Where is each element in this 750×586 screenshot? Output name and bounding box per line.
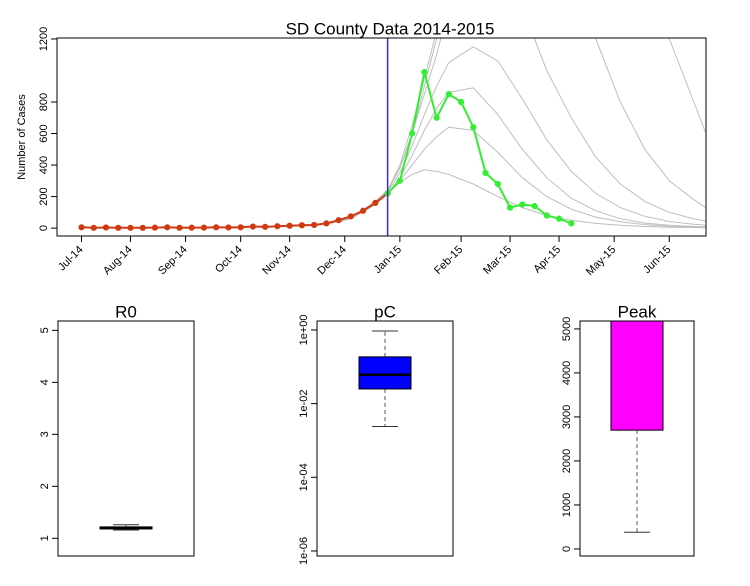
point [102, 224, 110, 231]
y-tick-label: 1200 [38, 27, 50, 51]
y-tick-label: 0 [561, 546, 573, 552]
x-tick-label: Mar-15 [481, 244, 514, 277]
series-line [301, 87, 706, 228]
series-line [81, 192, 389, 229]
y-tick-label: 0 [38, 225, 50, 231]
y-tick-label: 1e-06 [298, 537, 310, 565]
point [274, 223, 281, 230]
series-line [386, 71, 572, 225]
point [568, 220, 575, 227]
point [262, 223, 269, 230]
point [286, 222, 293, 229]
x-tick-label: Oct-14 [213, 244, 245, 276]
y-tick-label: 4 [39, 379, 51, 385]
x-tick-label: Dec-14 [315, 244, 349, 278]
box [358, 356, 412, 390]
point [445, 91, 452, 98]
panel-title: pC [374, 302, 396, 321]
y-tick-label: 2000 [561, 449, 573, 473]
x-tick-label: Jan-15 [372, 244, 404, 276]
point [298, 222, 306, 229]
y-tick-label: 3 [39, 431, 51, 437]
point [519, 201, 526, 208]
plot-area [78, 38, 706, 231]
y-tick-label: 2 [39, 483, 51, 489]
point [225, 224, 232, 231]
point [335, 217, 342, 224]
plot-area [99, 524, 153, 531]
point [323, 220, 330, 227]
box [610, 321, 664, 431]
point [347, 213, 354, 220]
point [555, 215, 563, 222]
point [409, 130, 416, 137]
y-tick-label: 5000 [561, 317, 573, 341]
x-tick-label: May-15 [584, 244, 618, 278]
panel-title: R0 [115, 302, 137, 321]
x-tick-label: Feb-15 [432, 244, 465, 277]
point [164, 224, 171, 231]
point [311, 221, 318, 229]
point [421, 68, 428, 76]
x-tick-label: Aug-14 [101, 244, 135, 278]
y-tick-label: 1 [39, 535, 51, 541]
point [213, 224, 220, 231]
y-tick-label: 400 [38, 156, 50, 174]
plot-frame [316, 320, 454, 557]
series-line [301, 38, 706, 227]
point [139, 224, 146, 231]
plot-frame [56, 37, 707, 237]
plot-frame [57, 320, 195, 557]
y-tick-label: 1e+00 [298, 314, 310, 345]
chart-title: SD County Data 2014-2015 [286, 19, 495, 38]
point [151, 224, 159, 231]
x-tick-label: Sep-14 [156, 244, 190, 278]
point [470, 124, 477, 131]
point [396, 177, 403, 184]
point [78, 224, 85, 231]
point [482, 169, 489, 177]
plot-area [358, 330, 412, 427]
point [237, 224, 244, 231]
y-tick-label: 5 [39, 327, 51, 333]
point [90, 224, 97, 231]
x-tick-label: Jul-14 [56, 244, 86, 274]
y-tick-label: 200 [38, 187, 50, 205]
point [360, 207, 367, 214]
y-tick-label: 800 [38, 93, 50, 111]
y-tick-label: 1e-02 [298, 390, 310, 418]
point [249, 223, 257, 230]
plot-area [610, 321, 664, 533]
y-tick-label: 3000 [561, 405, 573, 429]
series-line [301, 169, 706, 229]
y-tick-label: 1e-04 [298, 463, 310, 491]
x-tick-label: Jun-15 [641, 244, 673, 276]
point [506, 204, 514, 211]
x-tick-label: Apr-15 [531, 244, 563, 276]
point [494, 180, 501, 188]
point [531, 202, 538, 210]
point [543, 212, 550, 219]
panel-title: Peak [618, 302, 657, 321]
point [176, 224, 183, 231]
plot-frame [579, 320, 695, 557]
y-tick-label: 4000 [561, 361, 573, 385]
y-tick-label: 600 [38, 124, 50, 142]
point [457, 98, 465, 106]
point [433, 114, 440, 121]
point [188, 224, 195, 231]
point [372, 199, 379, 206]
point [127, 224, 134, 231]
y-tick-label: 1000 [561, 493, 573, 517]
y-axis-label: Number of Cases [16, 94, 28, 180]
point [115, 224, 122, 231]
point [200, 224, 208, 231]
x-tick-label: Nov-14 [260, 244, 294, 278]
